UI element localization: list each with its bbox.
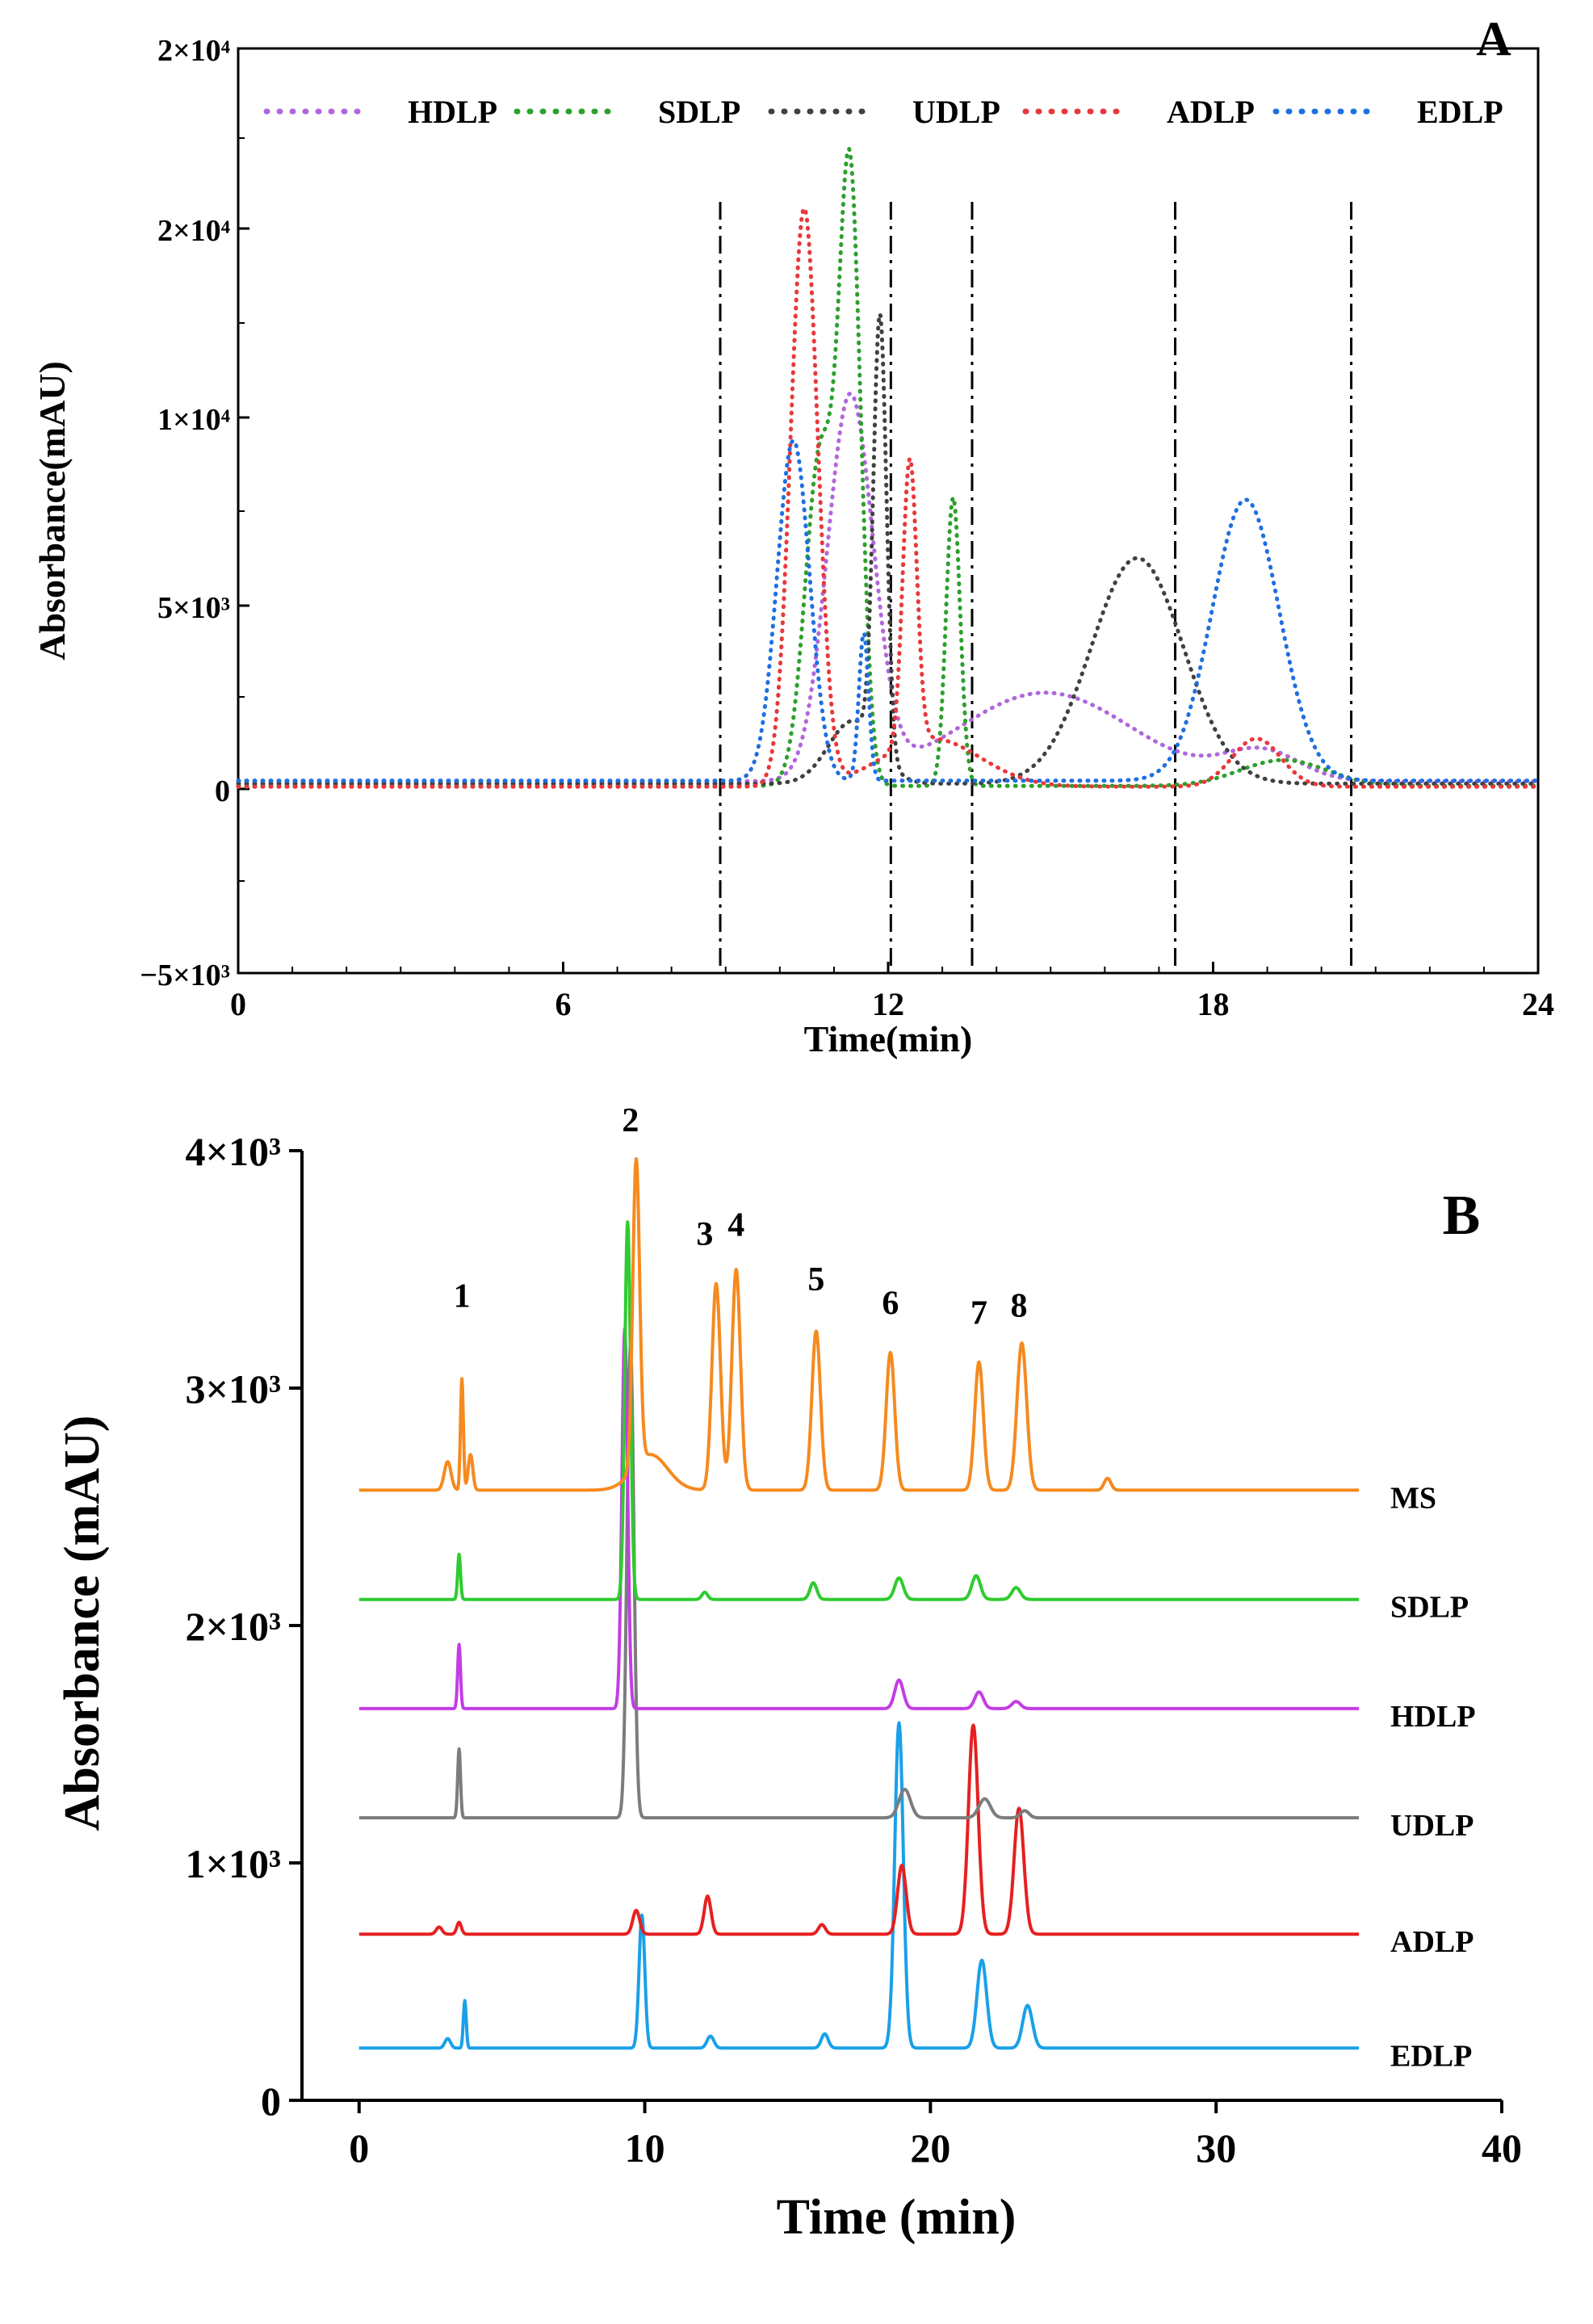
panel-b-trace-label-hdlp: HDLP (1390, 1700, 1476, 1734)
panel-b-peak-label: 8 (1011, 1287, 1028, 1324)
panel-b-y-tick-label: 0 (261, 2079, 281, 2124)
panel-a-x-tick-label: 12 (872, 986, 904, 1022)
panel-b-trace-label-udlp: UDLP (1390, 1809, 1474, 1843)
panel-a-x-tick-label: 0 (230, 986, 246, 1022)
panel-a-y-tick-label: 2×10⁴ (157, 34, 231, 68)
panel-b-x-axis-title: Time (min) (777, 2190, 1017, 2245)
panel-b-peak-label: 4 (727, 1206, 744, 1244)
panel-b-trace-sdlp (358, 1220, 1360, 1601)
panel-b-peak-label: 7 (970, 1294, 987, 1332)
panel-a-y-axis-title: Absorbance(mAU) (31, 361, 73, 661)
panel-a-legend-label-edlp: EDLP (1417, 94, 1503, 130)
panel-b-y-axis-title: Absorbance (mAU) (55, 1416, 110, 1831)
panel-b-y-tick-label: 1×10³ (186, 1841, 281, 1886)
panel-b-x-tick-label: 30 (1196, 2125, 1236, 2171)
panel-a-x-tick-label: 18 (1197, 986, 1230, 1022)
panel-b-x-tick-label: 20 (910, 2125, 950, 2171)
panel-a-x-tick-label: 6 (555, 986, 572, 1022)
panel-b-x-tick-label: 10 (625, 2125, 665, 2171)
panel-a-legend-label-sdlp: SDLP (658, 94, 740, 130)
panel-a-series-udlp (236, 308, 1541, 786)
panel-b-trace-label-ms: MS (1390, 1481, 1436, 1515)
panel-b-trace-label-sdlp: SDLP (1390, 1591, 1469, 1625)
panel-a-series-edlp (236, 438, 1541, 783)
panel-b-x-tick-label: 40 (1482, 2125, 1522, 2171)
panel-a-y-tick-label: 2×10⁴ (157, 214, 231, 248)
panel-b-y-tick-label: 4×10³ (186, 1129, 281, 1174)
panel-b-label: B (1443, 1185, 1481, 1247)
panel-b: 0 1×10³ 2×10³ 3×10³ 4×10³ 0 10 20 30 40 Time (min)… (55, 1102, 1522, 2245)
panel-b-trace-edlp (358, 1721, 1360, 2050)
panel-b-y-tick-label: 2×10³ (186, 1604, 281, 1649)
panel-b-peak-label: 5 (807, 1261, 824, 1298)
panel-a-y-tick-label: 0 (215, 774, 230, 808)
panel-a-y-tick-label: −5×10³ (140, 959, 230, 992)
panel-b-trace-hdlp (358, 1327, 1360, 1710)
panel-a-x-tick-label: 24 (1522, 986, 1554, 1022)
panel-a-x-axis-title: Time(min) (804, 1018, 973, 1059)
panel-b-peak-label: 1 (454, 1278, 471, 1315)
panel-a-y-tick-label: 5×10³ (157, 591, 230, 625)
panel-a-legend-label-hdlp: HDLP (408, 94, 497, 130)
panel-b-y-tick-label: 3×10³ (186, 1366, 281, 1412)
panel-b-trace-label-adlp: ADLP (1390, 1925, 1474, 1959)
panel-b-trace-ms (358, 1157, 1360, 1492)
panel-a-legend-label-udlp: UDLP (912, 94, 1000, 130)
panel-b-trace-udlp (358, 1344, 1360, 1820)
panel-b-trace-label-edlp: EDLP (1390, 2039, 1472, 2073)
panel-a-label: A (1476, 12, 1511, 65)
panel-b-x-tick-label: 0 (349, 2125, 369, 2171)
panel-a-legend-label-adlp: ADLP (1167, 94, 1255, 130)
panel-a-series-adlp (236, 206, 1541, 789)
panel-b-trace-adlp (358, 1723, 1360, 1936)
panel-b-peak-label: 2 (622, 1102, 639, 1139)
panel-a-y-tick-label: 1×10⁴ (157, 403, 231, 437)
panel-b-peak-label: 6 (882, 1286, 899, 1323)
panel-b-peak-label: 3 (696, 1216, 713, 1253)
